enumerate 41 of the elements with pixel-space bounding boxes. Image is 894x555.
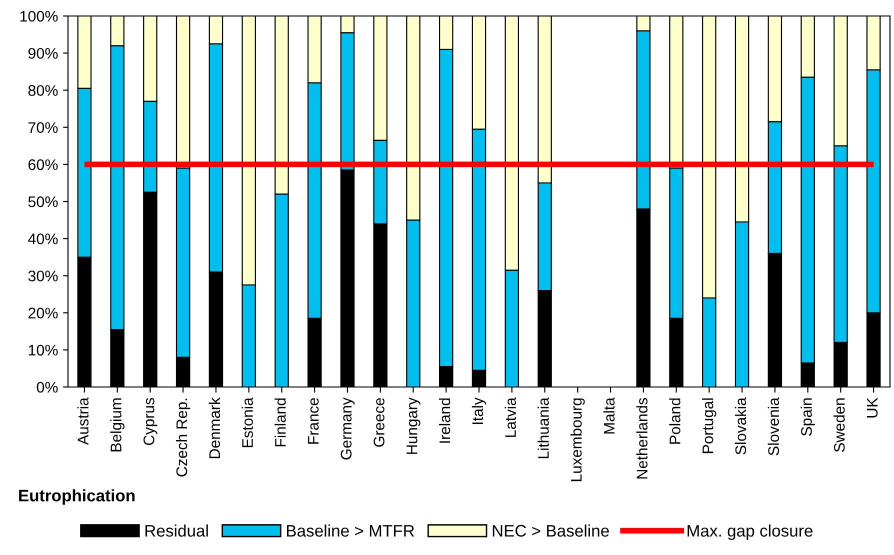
y-tick-label: 90% bbox=[28, 48, 58, 59]
x-tick-label: Slovenia bbox=[768, 397, 780, 456]
x-tick-label: Germany bbox=[340, 397, 355, 460]
x-tick-label: Netherlands bbox=[636, 398, 648, 479]
y-tick-label: 10% bbox=[28, 344, 58, 356]
x-tick-label: Malta bbox=[603, 397, 615, 434]
x-tick-label: Lithuania bbox=[538, 397, 549, 458]
y-tick-label: 60% bbox=[28, 159, 58, 170]
x-tick-label: Cyprus bbox=[143, 398, 158, 446]
y-tick-label: 50% bbox=[28, 196, 58, 208]
x-tick-label: Portugal bbox=[702, 398, 716, 454]
legend-label: NEC > Baseline bbox=[492, 524, 609, 537]
x-tick-label: Estonia bbox=[242, 397, 253, 448]
y-tick-label: 0% bbox=[36, 382, 58, 393]
x-tick-label: Finland bbox=[274, 398, 286, 446]
x-tick-label: Austria bbox=[77, 397, 89, 445]
y-tick-label: 20% bbox=[28, 308, 58, 318]
x-tick-label: Poland bbox=[669, 398, 680, 444]
x-tick-label: Spain bbox=[800, 398, 815, 436]
legend-label: Max. gap closure bbox=[688, 524, 812, 540]
y-tick-label: 70% bbox=[28, 122, 58, 133]
legend-label: Baseline > MTFR bbox=[287, 524, 414, 537]
x-tick-label: Slovakia bbox=[734, 397, 746, 454]
x-tick-label: Denmark bbox=[208, 397, 220, 458]
y-tick-label: 80% bbox=[28, 85, 58, 96]
x-tick-label: Hungary bbox=[406, 397, 420, 454]
y-tick-label: 30% bbox=[28, 270, 58, 282]
x-tick-label: Sweden bbox=[834, 398, 845, 452]
x-tick-label: UK bbox=[867, 398, 878, 418]
x-tick-label: France bbox=[308, 398, 319, 444]
text: Eutrophication bbox=[19, 489, 135, 505]
y-tick-label: 40% bbox=[28, 233, 58, 244]
x-tick-label: Luxembourg bbox=[570, 398, 585, 482]
x-tick-label: Italy bbox=[472, 397, 486, 424]
x-tick-label: Latvia bbox=[504, 397, 516, 437]
y-tick-label: 100% bbox=[20, 10, 58, 22]
legend-label: Residual bbox=[146, 524, 208, 537]
x-tick-label: Czech Rep. bbox=[176, 398, 190, 476]
x-tick-label: Ireland bbox=[439, 398, 450, 443]
x-tick-label: Greece bbox=[374, 398, 384, 447]
x-tick-label: Belgium bbox=[110, 398, 124, 452]
